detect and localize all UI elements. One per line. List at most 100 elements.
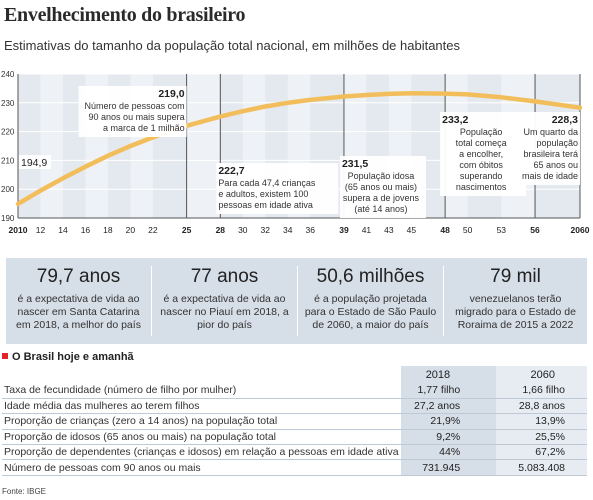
- annotation-text: a encolher,: [459, 149, 503, 159]
- annotation-text: a marca de 1 milhão: [103, 123, 185, 133]
- x-tick-label: 34: [283, 225, 293, 235]
- x-tick-label: 45: [407, 225, 417, 235]
- annotation-value: 219,0: [158, 88, 184, 100]
- annotation-text: total começa: [456, 138, 507, 148]
- row-value-2018: 27,2 anos: [400, 398, 497, 415]
- stats-panel: 79,7 anos é a expectativa de vida ao nas…: [6, 258, 587, 344]
- stat-value: 79,7 anos: [36, 266, 121, 287]
- table-section-title: O Brasil hoje e amanhã: [2, 351, 134, 363]
- plot-stripe: [40, 74, 63, 218]
- table-row: Proporção de idosos (65 anos ou mais) na…: [2, 429, 587, 446]
- annotation-box: [339, 156, 426, 218]
- y-tick-label: 200: [1, 185, 15, 194]
- row-value-2018: 731.945: [400, 459, 497, 476]
- annotation-text: 90 anos ou mais supera: [89, 112, 185, 122]
- table-row: Proporção de crianças (zero a 14 anos) n…: [2, 413, 587, 430]
- annotation-text: População idosa: [348, 171, 415, 181]
- population-line: [15, 91, 583, 207]
- annotation-text: nascimentos: [456, 182, 507, 192]
- row-value-2060: 25,5%: [496, 429, 587, 446]
- row-label: Taxa de fecundidade (número de filho por…: [2, 383, 401, 399]
- row-label: Proporção de crianças (zero a 14 anos) n…: [2, 413, 401, 430]
- table-row: Proporção de dependentes (crianças e ido…: [2, 444, 587, 461]
- row-value-2018: 9,2%: [400, 429, 497, 446]
- x-tick-label: 39: [339, 225, 349, 235]
- y-tick-label: 190: [1, 214, 15, 223]
- x-tick-label: 16: [81, 225, 91, 235]
- x-tick-label: 53: [497, 225, 507, 235]
- table-header-blank: [2, 366, 401, 383]
- stat-item: 77 anos é a expectativa de vida ao nasce…: [152, 258, 297, 344]
- annotation-text: (até 14 anos): [354, 204, 407, 214]
- row-value-2018: 44%: [400, 444, 497, 461]
- y-tick-label: 210: [1, 156, 15, 165]
- x-tick-label: 32: [261, 225, 271, 235]
- annotation-value: 222,7: [218, 165, 244, 177]
- stat-divider: [151, 266, 152, 336]
- annotation-text: Número de pessoas com: [85, 101, 185, 111]
- annotation-text: 65 anos ou: [533, 160, 578, 170]
- x-tick-label: 43: [384, 225, 394, 235]
- row-value-2060: 5.083.408: [496, 459, 587, 476]
- stat-item: 79,7 anos é a expectativa de vida ao nas…: [6, 258, 151, 344]
- stat-text: é a expectativa de vida ao nascer em San…: [16, 293, 141, 331]
- annotation-text: superando: [460, 171, 503, 181]
- x-tick-label: 22: [148, 225, 158, 235]
- annotation-text: pessoas em idade ativa: [218, 200, 313, 210]
- table-row: Taxa de fecundidade (número de filho por…: [2, 383, 587, 399]
- annotation-value: 228,3: [552, 114, 578, 126]
- annotation-box: [520, 112, 580, 185]
- annotation-text: com óbitos: [459, 160, 503, 170]
- table-header-2060: 2060: [496, 366, 587, 383]
- comparison-table: 2018 2060 Taxa de fecundidade (número de…: [2, 366, 587, 476]
- stat-text: é a população projetada para o Estado de…: [304, 293, 437, 331]
- x-tick-label: 36: [306, 225, 316, 235]
- stat-text: venezuelanos terão migrado para o Estado…: [455, 293, 576, 331]
- x-tick-label: 2010: [9, 225, 28, 235]
- stat-text: é a expectativa de vida ao nascer no Pia…: [160, 293, 289, 331]
- table-row: Idade média das mulheres ao terem filhos…: [2, 398, 587, 415]
- y-tick-label: 240: [1, 70, 15, 79]
- annotation-text: Para cada 47,4 crianças: [218, 178, 316, 188]
- annotation-text: (65 anos ou mais): [345, 182, 417, 192]
- row-label: Idade média das mulheres ao terem filhos: [2, 398, 401, 415]
- x-tick-label: 30: [238, 225, 248, 235]
- x-tick-label: 25: [182, 225, 192, 235]
- x-tick-label: 56: [530, 225, 540, 235]
- stat-value: 79 mil: [490, 266, 541, 287]
- row-value-2018: 1,77 filho: [400, 383, 497, 399]
- annotation-box: [78, 86, 187, 137]
- annotation-text: mais de idade: [522, 171, 578, 181]
- stat-value: 50,6 milhões: [316, 266, 425, 287]
- row-label: Proporção de idosos (65 anos ou mais) na…: [2, 429, 401, 446]
- table-header-2018: 2018: [400, 366, 497, 383]
- x-tick-label: 2060: [571, 225, 590, 235]
- row-value-2060: 13,9%: [496, 413, 587, 430]
- y-tick-label: 230: [1, 99, 15, 108]
- x-tick-label: 28: [216, 225, 226, 235]
- annotation-text: Um quarto da: [523, 127, 578, 137]
- row-value-2018: 21,9%: [400, 413, 497, 430]
- annotation-value: 194,9: [21, 157, 47, 169]
- table-header-row: 2018 2060: [2, 366, 587, 383]
- row-value-2060: 1,66 filho: [496, 383, 587, 399]
- row-label: Proporção de dependentes (crianças e ido…: [2, 444, 401, 461]
- stat-item: 50,6 milhões é a população projetada par…: [298, 258, 443, 344]
- row-label: Número de pessoas com 90 anos ou mais: [2, 459, 401, 476]
- section-title-text: O Brasil hoje e amanhã: [12, 351, 134, 363]
- annotation-text: população: [536, 138, 578, 148]
- annotation-box: [440, 112, 527, 196]
- annotation-box: [216, 163, 339, 214]
- x-tick-label: 41: [362, 225, 372, 235]
- annotation-text: brasileira terá: [523, 149, 578, 159]
- red-square-icon: [2, 353, 8, 359]
- annotation-value: 231,5: [342, 158, 368, 170]
- stat-divider: [297, 266, 298, 336]
- stat-divider: [443, 266, 444, 336]
- row-value-2060: 67,2%: [496, 444, 587, 461]
- plot-stripe: [186, 74, 221, 218]
- x-tick-label: 12: [36, 225, 46, 235]
- source-note: Fonte: IBGE: [2, 487, 47, 496]
- annotation-text: População: [460, 127, 503, 137]
- y-tick-label: 220: [1, 128, 15, 137]
